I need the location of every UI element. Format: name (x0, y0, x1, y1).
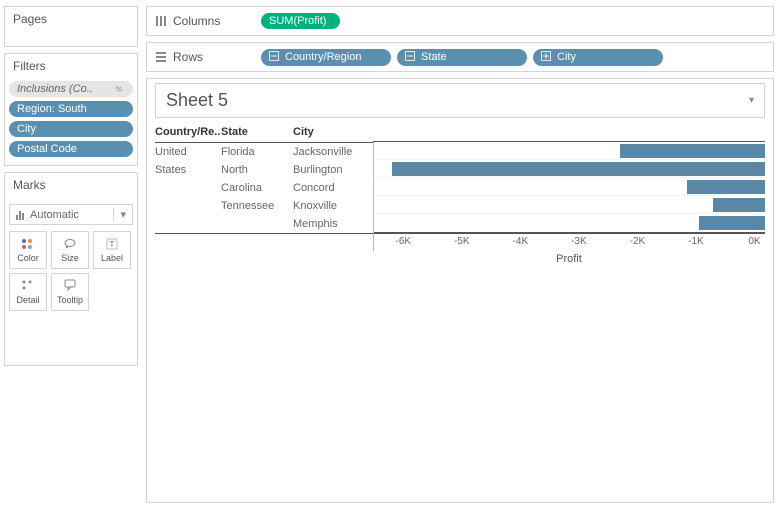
axis-tick: -6K (395, 236, 411, 247)
city-cell: Memphis (293, 215, 373, 233)
columns-icon (155, 15, 167, 27)
header-state: State (221, 124, 293, 143)
marks-type-dropdown[interactable]: Automatic ▾ (9, 204, 133, 225)
country-cell: States (155, 161, 221, 179)
header-city: City (293, 124, 373, 143)
mark-button-label: Size (61, 253, 79, 263)
filter-pill[interactable]: Inclusions (Co.. (9, 81, 133, 97)
collapse-icon (405, 51, 415, 64)
pages-label: Pages (5, 7, 137, 46)
dropdown-caret-icon: ▾ (113, 208, 126, 221)
bar (392, 162, 765, 176)
lasso-icon (63, 237, 77, 251)
marks-panel: Marks Automatic ▾ Color Size T Label Detail… (4, 172, 138, 366)
country-cell (155, 197, 221, 215)
axis-tick: -3K (571, 236, 587, 247)
dots-color-icon (21, 237, 35, 251)
columns-label: Columns (173, 14, 220, 28)
expand-icon (541, 51, 551, 64)
city-cell: Concord (293, 179, 373, 197)
filters-panel: Filters Inclusions (Co.. Region: South Cit… (4, 53, 138, 166)
text-t-icon: T (105, 237, 119, 251)
dots-mono-icon (21, 279, 35, 293)
chart-row (374, 178, 765, 196)
mark-button-label: Detail (16, 295, 39, 305)
chart-row (374, 196, 765, 214)
sheet-title-bar[interactable]: Sheet 5 ▾ (155, 83, 765, 118)
chart-row (374, 214, 765, 232)
mark-button-label: Tooltip (57, 295, 83, 305)
city-cell: Burlington (293, 161, 373, 179)
pill-label: City (557, 51, 576, 63)
axis-tick: -2K (630, 236, 646, 247)
bar (687, 180, 765, 194)
bar (713, 198, 765, 212)
pill-label: Country/Region (285, 51, 361, 63)
rows-label: Rows (173, 50, 203, 64)
filter-pill-label: Postal Code (17, 143, 77, 155)
pill-sum-profit-[interactable]: SUM(Profit) (261, 13, 340, 29)
svg-text:T: T (110, 240, 115, 249)
country-cell: United (155, 143, 221, 161)
mark-button-label: Label (101, 253, 123, 263)
header-country: Country/Re.. (155, 124, 221, 143)
pages-panel: Pages (4, 6, 138, 47)
state-cell (221, 215, 293, 233)
worksheet: Sheet 5 ▾ Country/Re.. UnitedStates Stat… (146, 78, 774, 503)
collapse-icon (269, 51, 279, 64)
mark-size-button[interactable]: Size (51, 231, 89, 269)
axis-label: Profit (373, 251, 765, 265)
filter-pill-label: Inclusions (Co.. (17, 83, 93, 95)
pill-city[interactable]: City (533, 49, 663, 66)
state-cell: Florida (221, 143, 293, 161)
country-cell (155, 179, 221, 197)
pill-country-region[interactable]: Country/Region (261, 49, 391, 66)
city-cell: Jacksonville (293, 143, 373, 161)
marks-label: Marks (5, 173, 137, 200)
state-cell: Tennessee (221, 197, 293, 215)
mark-label-button[interactable]: T Label (93, 231, 131, 269)
rows-shelf[interactable]: Rows Country/Region State City (146, 42, 774, 72)
sheet-title: Sheet 5 (166, 90, 228, 111)
mark-detail-button[interactable]: Detail (9, 273, 47, 311)
chart-row (374, 160, 765, 178)
filter-pill[interactable]: Postal Code (9, 141, 133, 157)
bar (699, 216, 765, 230)
sheet-menu-caret-icon[interactable]: ▾ (749, 95, 754, 106)
axis-tick: -1K (688, 236, 704, 247)
filters-label: Filters (5, 54, 137, 81)
country-cell (155, 215, 221, 233)
link-icon (113, 83, 125, 95)
filter-pill[interactable]: City (9, 121, 133, 137)
state-cell: North (221, 161, 293, 179)
marks-dropdown-label: Automatic (30, 209, 79, 221)
bar (620, 144, 765, 158)
city-cell: Knoxville (293, 197, 373, 215)
axis-tick: 0K (748, 236, 760, 247)
bar-chart-icon (16, 210, 24, 220)
mark-tooltip-button[interactable]: Tooltip (51, 273, 89, 311)
mark-color-button[interactable]: Color (9, 231, 47, 269)
rows-icon (155, 51, 167, 63)
columns-shelf[interactable]: Columns SUM(Profit) (146, 6, 774, 36)
axis-tick: -4K (513, 236, 529, 247)
filter-pill-label: Region: South (17, 103, 87, 115)
state-cell: Carolina (221, 179, 293, 197)
chart-row (374, 142, 765, 160)
tooltip-icon (63, 279, 77, 293)
pill-label: State (421, 51, 447, 63)
axis-tick: -5K (454, 236, 470, 247)
filter-pill-label: City (17, 123, 36, 135)
filter-pill[interactable]: Region: South (9, 101, 133, 117)
mark-button-label: Color (17, 253, 39, 263)
pill-state[interactable]: State (397, 49, 527, 66)
pill-label: SUM(Profit) (269, 15, 326, 27)
